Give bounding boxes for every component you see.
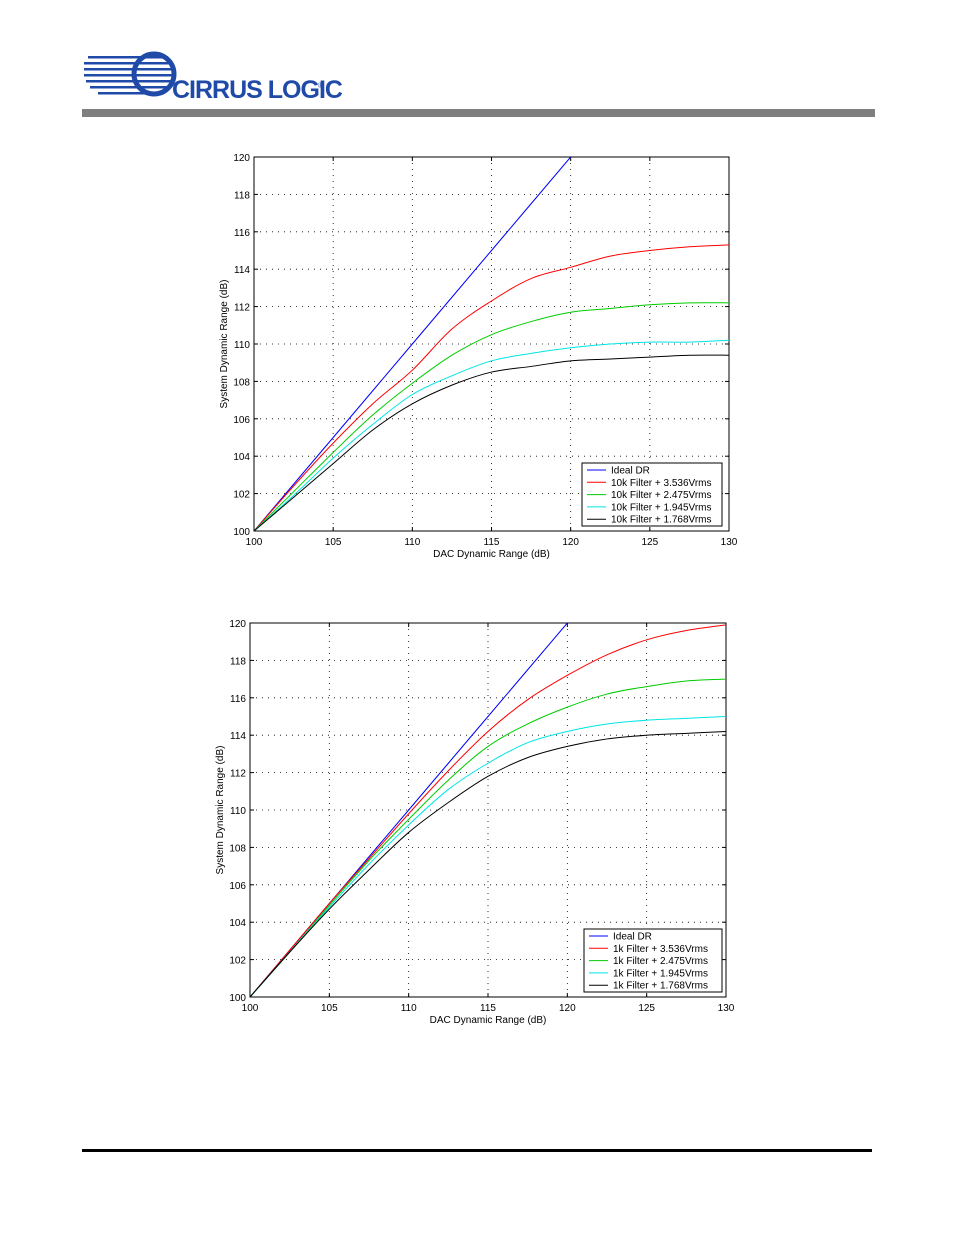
legend-entry-0: Ideal DR — [611, 466, 650, 477]
y-axis-label: System Dynamic Range (dB) — [215, 746, 226, 875]
legend-entry-3: 10k Filter + 1.945Vrms — [611, 502, 712, 513]
y-tick-label: 106 — [233, 415, 250, 426]
x-tick-label: 115 — [484, 537, 500, 548]
y-tick-label: 100 — [233, 527, 250, 538]
x-tick-label: 130 — [718, 1003, 735, 1014]
y-tick-label: 108 — [229, 843, 246, 854]
y-tick-label: 102 — [229, 956, 246, 967]
logo-swirl-icon — [84, 51, 177, 97]
legend-entry-1: 10k Filter + 3.536Vrms — [611, 478, 712, 489]
y-tick-label: 118 — [234, 190, 250, 201]
registered-mark: ® — [318, 81, 324, 90]
legend-entry-3: 1k Filter + 1.945Vrms — [613, 968, 708, 979]
x-tick-label: 125 — [638, 1003, 655, 1014]
chart-1-svg: 100 105 110 115 120 125 130 100 102 104 106 108 110 1… — [219, 153, 738, 560]
y-axis-label: System Dynamic Range (dB) — [219, 280, 230, 409]
x-tick-label: 115 — [480, 1003, 496, 1014]
x-tick-label: 105 — [325, 537, 342, 548]
x-tick-label: 120 — [559, 1003, 576, 1014]
x-axis-label: DAC Dynamic Range (dB) — [430, 1015, 547, 1026]
series-line-3 — [250, 716, 726, 997]
series-line-2 — [254, 302, 729, 531]
cirrus-logic-logo: CIRRUS LOGIC ® — [84, 46, 344, 106]
x-axis-label: DAC Dynamic Range (dB) — [433, 549, 550, 560]
legend-entry-4: 1k Filter + 1.768Vrms — [613, 981, 708, 992]
y-tick-label: 120 — [233, 153, 250, 164]
legend-entry-4: 10k Filter + 1.768Vrms — [611, 515, 712, 526]
y-tick-label: 114 — [234, 265, 250, 276]
y-tick-label: 110 — [234, 340, 250, 351]
chart-2-svg: 100 105 110 115 120 125 130 100 102 104 106 108 110 1… — [215, 619, 735, 1026]
series-line-2 — [250, 678, 726, 997]
y-tick-label: 114 — [230, 731, 246, 742]
y-tick-label: 108 — [233, 377, 250, 388]
y-tick-label: 118 — [230, 656, 246, 667]
footer-rule — [82, 1149, 872, 1152]
x-tick-label: 100 — [242, 1003, 259, 1014]
y-tick-label: 116 — [230, 694, 246, 705]
y-tick-label: 112 — [234, 303, 250, 314]
chart-1: 100 105 110 115 120 125 130 100 102 104 106 108 110 1… — [0, 140, 954, 570]
y-tick-label: 116 — [234, 228, 250, 239]
x-tick-label: 120 — [562, 537, 579, 548]
series-line-4 — [254, 354, 729, 531]
y-tick-label: 104 — [229, 918, 246, 929]
series-line-1 — [250, 624, 726, 997]
x-tick-label: 105 — [321, 1003, 338, 1014]
series-line-1 — [254, 244, 729, 531]
legend-entry-0: Ideal DR — [613, 932, 652, 943]
x-tick-label: 110 — [404, 537, 420, 548]
x-tick-label: 125 — [641, 537, 658, 548]
legend-entry-2: 10k Filter + 2.475Vrms — [611, 490, 712, 501]
series-line-0 — [254, 157, 572, 531]
y-tick-label: 112 — [230, 769, 246, 780]
y-tick-label: 120 — [229, 619, 246, 630]
chart-2: 100 105 110 115 120 125 130 100 102 104 106 108 110 1… — [0, 605, 954, 1035]
legend-entry-1: 1k Filter + 3.536Vrms — [613, 944, 708, 955]
y-tick-label: 110 — [230, 806, 246, 817]
x-tick-label: 100 — [246, 537, 263, 548]
y-tick-label: 104 — [233, 452, 250, 463]
series-line-3 — [254, 339, 729, 531]
x-tick-label: 130 — [721, 537, 738, 548]
header-bar — [82, 109, 875, 117]
series-line-4 — [250, 730, 726, 997]
x-tick-label: 110 — [401, 1003, 417, 1014]
y-tick-label: 102 — [233, 490, 250, 501]
legend-entry-2: 1k Filter + 2.475Vrms — [613, 956, 708, 967]
brand-name: CIRRUS LOGIC — [172, 76, 343, 104]
y-tick-label: 106 — [229, 881, 246, 892]
y-tick-label: 100 — [229, 993, 246, 1004]
